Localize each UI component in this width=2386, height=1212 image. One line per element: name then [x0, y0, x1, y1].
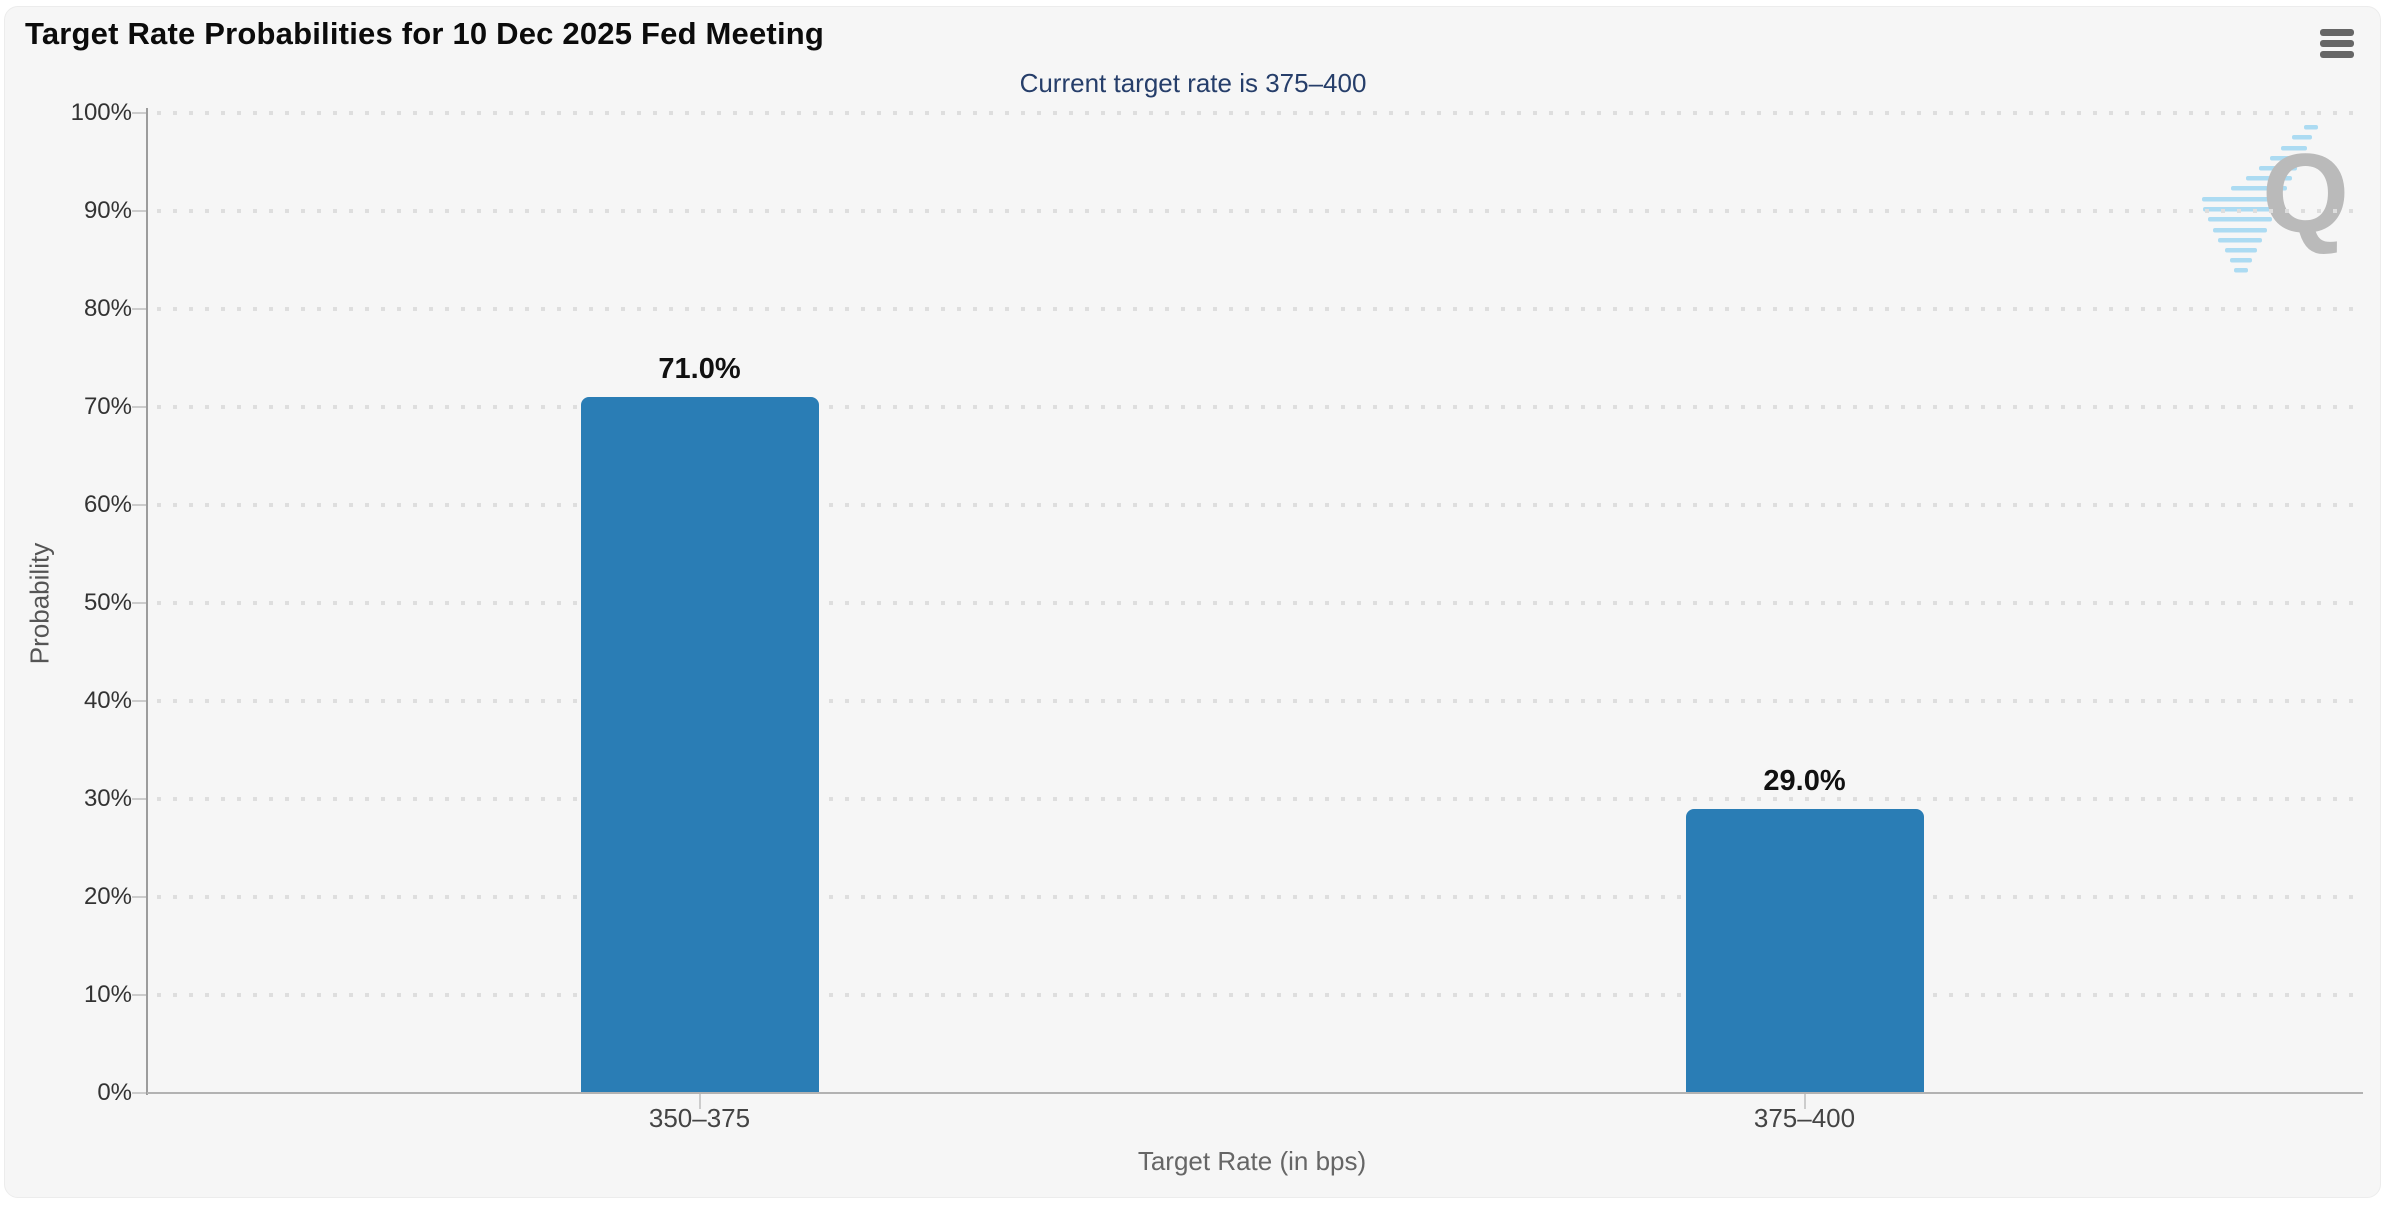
y-tick-mark [132, 112, 147, 114]
x-tick-label: 350–375 [648, 1103, 751, 1133]
y-gridline [157, 797, 2357, 801]
x-axis-title: Target Rate (in bps) [1137, 1146, 1367, 1176]
y-gridline [157, 699, 2357, 703]
x-tick-mark [698, 1094, 701, 1109]
bar-value-label: 29.0% [1763, 764, 1846, 797]
x-tick-label: 375–400 [1753, 1103, 1856, 1133]
chart-context-menu-button[interactable] [2319, 28, 2355, 58]
y-gridline [157, 503, 2357, 507]
y-gridline [157, 111, 2357, 115]
y-tick-label: 40% [83, 687, 132, 714]
y-tick-mark [132, 308, 147, 310]
watermark-q-letter: Q [2262, 131, 2350, 256]
hamburger-menu-icon [2320, 51, 2354, 58]
y-tick-mark [132, 1092, 147, 1094]
y-gridline [157, 993, 2357, 997]
y-gridline [157, 895, 2357, 899]
hamburger-menu-icon [2320, 40, 2354, 47]
chart-subtitle: Current target rate is 375–400 [1019, 68, 1367, 98]
y-tick-label: 10% [83, 981, 132, 1008]
probability-bar[interactable] [580, 397, 819, 1093]
hamburger-menu-icon [2320, 29, 2354, 36]
y-tick-label: 20% [83, 883, 132, 910]
quikstrike-q-watermark: Q [2188, 116, 2368, 281]
y-tick-mark [132, 994, 147, 996]
chart-title: Target Rate Probabilities for 10 Dec 202… [25, 16, 825, 51]
y-tick-mark [132, 798, 147, 800]
y-tick-label: 90% [83, 197, 132, 224]
y-gridline [157, 307, 2357, 311]
y-gridline [157, 601, 2357, 605]
y-gridline [157, 405, 2357, 409]
y-tick-label: 0% [97, 1079, 132, 1106]
y-tick-label: 100% [70, 99, 132, 126]
watermark-swoosh-icon [2202, 125, 2318, 273]
y-tick-label: 50% [83, 589, 132, 616]
y-gridline [157, 209, 2357, 213]
x-axis-line [147, 1092, 2363, 1094]
y-axis-title: Probability [24, 542, 55, 665]
y-tick-label: 70% [83, 393, 132, 420]
probability-bar[interactable] [1685, 808, 1924, 1093]
bar-value-label: 71.0% [658, 353, 741, 386]
y-axis-line [146, 108, 148, 1095]
y-tick-mark [132, 896, 147, 898]
y-tick-mark [132, 504, 147, 506]
y-tick-mark [132, 602, 147, 604]
y-tick-label: 80% [83, 295, 132, 322]
y-tick-label: 60% [83, 491, 132, 518]
y-tick-mark [132, 406, 147, 408]
y-tick-mark [132, 700, 147, 702]
y-tick-label: 30% [83, 785, 132, 812]
y-tick-mark [132, 210, 147, 212]
x-tick-mark [1803, 1094, 1806, 1109]
